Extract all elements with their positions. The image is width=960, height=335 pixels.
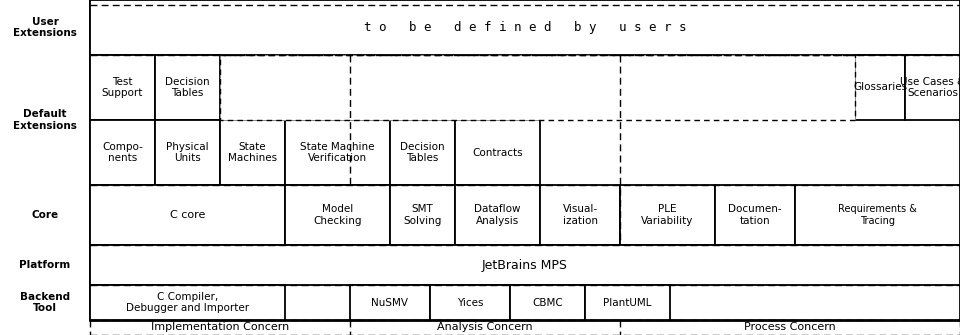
Bar (585, 285, 670, 320)
Bar (620, 185, 715, 245)
Bar (510, 285, 585, 320)
Text: Yices: Yices (457, 297, 483, 308)
Bar (350, 285, 430, 320)
Text: t o   b e   d e f i n e d   b y   u s e r s: t o b e d e f i n e d b y u s e r s (364, 21, 686, 34)
Text: Glossaries: Glossaries (852, 82, 907, 92)
Text: Requirements &
Tracing: Requirements & Tracing (838, 204, 917, 226)
Bar (430, 285, 510, 320)
Bar (90, 120, 155, 185)
Text: Visual-
ization: Visual- ization (563, 204, 597, 226)
Bar (285, 120, 390, 185)
Text: User
Extensions: User Extensions (13, 17, 77, 38)
Bar (220, 120, 285, 185)
Bar (905, 55, 960, 120)
Bar (285, 185, 390, 245)
Text: Decision
Tables: Decision Tables (165, 77, 210, 98)
Text: Test
Support: Test Support (102, 77, 143, 98)
Text: Process Concern: Process Concern (744, 323, 836, 333)
Bar (90, 245, 960, 285)
Text: JetBrains MPS: JetBrains MPS (482, 259, 568, 271)
Text: Physical
Units: Physical Units (166, 142, 209, 163)
Text: State Machine
Verification: State Machine Verification (300, 142, 374, 163)
Text: NuSMV: NuSMV (372, 297, 409, 308)
Bar (90, 55, 155, 120)
Bar (795, 185, 960, 245)
Text: Documen-
tation: Documen- tation (729, 204, 781, 226)
Text: C Compiler,
Debugger and Importer: C Compiler, Debugger and Importer (126, 292, 249, 313)
Bar (220, 55, 855, 120)
Bar (90, 0, 960, 55)
Text: Model
Checking: Model Checking (313, 204, 362, 226)
Bar (90, 185, 285, 245)
Text: Platform: Platform (19, 260, 71, 270)
Text: Dataflow
Analysis: Dataflow Analysis (474, 204, 520, 226)
Text: CBMC: CBMC (532, 297, 563, 308)
Bar (855, 55, 905, 120)
Text: Implementation Concern: Implementation Concern (151, 323, 289, 333)
Text: Compo-
nents: Compo- nents (102, 142, 143, 163)
Bar (90, 285, 285, 320)
Text: Use Cases &
Scenarios: Use Cases & Scenarios (900, 77, 960, 98)
Text: Contracts: Contracts (472, 147, 523, 157)
Bar (155, 55, 220, 120)
Text: Core: Core (32, 210, 59, 220)
Bar (390, 120, 455, 185)
Text: State
Machines: State Machines (228, 142, 277, 163)
Bar (540, 185, 620, 245)
Text: PLE
Variability: PLE Variability (641, 204, 694, 226)
Text: Default
Extensions: Default Extensions (13, 109, 77, 131)
Bar (715, 185, 795, 245)
Bar (455, 185, 540, 245)
Bar (455, 120, 540, 185)
Text: PlantUML: PlantUML (603, 297, 652, 308)
Text: C core: C core (170, 210, 205, 220)
Bar (390, 185, 455, 245)
Text: Analysis Concern: Analysis Concern (437, 323, 533, 333)
Text: Decision
Tables: Decision Tables (400, 142, 444, 163)
Text: SMT
Solving: SMT Solving (403, 204, 442, 226)
Text: Backend
Tool: Backend Tool (20, 292, 70, 313)
Bar (155, 120, 220, 185)
